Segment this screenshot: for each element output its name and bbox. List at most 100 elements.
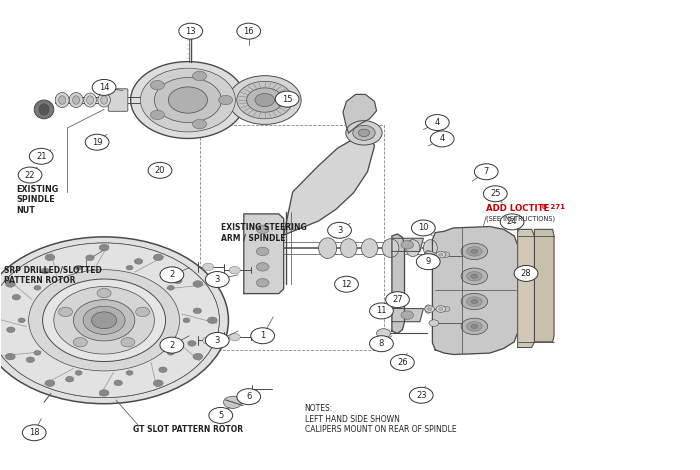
Circle shape: [131, 62, 245, 139]
Circle shape: [34, 351, 41, 355]
Text: EXISTING STEERING
ARM / SPINDLE: EXISTING STEERING ARM / SPINDLE: [220, 223, 307, 243]
Ellipse shape: [467, 297, 482, 306]
Ellipse shape: [467, 321, 482, 331]
Circle shape: [255, 94, 274, 107]
Circle shape: [228, 76, 301, 125]
Polygon shape: [534, 229, 554, 342]
Circle shape: [29, 270, 179, 371]
Circle shape: [18, 318, 25, 322]
Circle shape: [514, 266, 538, 282]
Circle shape: [6, 327, 15, 333]
Circle shape: [401, 311, 414, 319]
Text: 6: 6: [246, 392, 251, 401]
Circle shape: [439, 253, 443, 256]
Circle shape: [416, 254, 440, 270]
Text: 11: 11: [376, 306, 386, 315]
Circle shape: [12, 294, 20, 300]
Circle shape: [346, 121, 382, 145]
Text: 3: 3: [337, 226, 342, 235]
Circle shape: [18, 167, 42, 183]
Circle shape: [370, 336, 393, 352]
Text: 19: 19: [92, 138, 102, 147]
Circle shape: [160, 267, 183, 283]
Ellipse shape: [425, 251, 432, 259]
Text: ADD LOCTITE: ADD LOCTITE: [486, 204, 550, 212]
Ellipse shape: [425, 305, 432, 313]
Ellipse shape: [69, 93, 83, 108]
Circle shape: [41, 268, 50, 274]
Text: 3: 3: [215, 275, 220, 284]
Ellipse shape: [39, 104, 49, 115]
Circle shape: [256, 279, 269, 287]
Ellipse shape: [461, 243, 488, 259]
Text: 10: 10: [418, 223, 428, 233]
Ellipse shape: [87, 96, 94, 104]
Circle shape: [202, 263, 214, 271]
Circle shape: [442, 252, 450, 258]
Circle shape: [45, 380, 55, 386]
Circle shape: [34, 285, 41, 290]
Circle shape: [500, 214, 524, 230]
Circle shape: [153, 254, 163, 261]
Circle shape: [74, 337, 88, 347]
Circle shape: [160, 337, 183, 353]
Circle shape: [442, 306, 450, 312]
Circle shape: [169, 87, 207, 113]
Text: 13: 13: [186, 27, 196, 36]
Circle shape: [193, 353, 203, 360]
Circle shape: [256, 263, 269, 271]
Text: 2: 2: [169, 270, 174, 279]
Polygon shape: [392, 309, 424, 321]
Circle shape: [426, 115, 449, 131]
Ellipse shape: [471, 274, 478, 278]
Circle shape: [377, 329, 391, 338]
Circle shape: [74, 300, 135, 341]
Circle shape: [237, 81, 293, 119]
Circle shape: [92, 312, 117, 329]
Polygon shape: [392, 238, 424, 251]
Circle shape: [155, 78, 221, 123]
Circle shape: [92, 79, 116, 95]
Circle shape: [86, 255, 94, 260]
Circle shape: [167, 351, 174, 355]
Circle shape: [6, 281, 15, 287]
Circle shape: [174, 278, 182, 283]
Circle shape: [75, 266, 82, 270]
Circle shape: [386, 292, 410, 308]
Circle shape: [183, 318, 190, 322]
Text: 28: 28: [521, 269, 531, 278]
Circle shape: [99, 244, 109, 251]
Circle shape: [205, 332, 229, 348]
Circle shape: [207, 317, 217, 323]
Circle shape: [29, 149, 53, 164]
Ellipse shape: [461, 293, 488, 310]
Ellipse shape: [467, 247, 482, 256]
Circle shape: [134, 258, 143, 264]
Text: ® 271: ® 271: [541, 204, 566, 210]
Circle shape: [59, 307, 73, 317]
Ellipse shape: [318, 238, 337, 258]
Ellipse shape: [340, 239, 357, 258]
Text: 21: 21: [36, 152, 46, 161]
Ellipse shape: [73, 96, 80, 104]
Text: 4: 4: [435, 118, 440, 127]
Circle shape: [97, 289, 111, 298]
Text: SRP DRILLED/SLOTTED
PATTERN ROTOR: SRP DRILLED/SLOTTED PATTERN ROTOR: [4, 265, 102, 284]
Circle shape: [6, 353, 15, 360]
Text: (SEE INSTRUCTIONS): (SEE INSTRUCTIONS): [486, 216, 555, 222]
Polygon shape: [433, 227, 518, 354]
Polygon shape: [518, 229, 534, 347]
Circle shape: [150, 110, 164, 119]
Circle shape: [205, 272, 229, 288]
Circle shape: [412, 220, 435, 236]
Circle shape: [167, 285, 174, 290]
Circle shape: [353, 125, 375, 141]
Text: 27: 27: [392, 295, 402, 304]
Text: 14: 14: [99, 83, 109, 92]
Circle shape: [141, 68, 235, 132]
Ellipse shape: [382, 239, 399, 258]
Polygon shape: [392, 234, 405, 333]
Circle shape: [218, 95, 232, 105]
Circle shape: [425, 306, 435, 313]
Text: GT SLOT PATTERN ROTOR: GT SLOT PATTERN ROTOR: [134, 425, 244, 434]
